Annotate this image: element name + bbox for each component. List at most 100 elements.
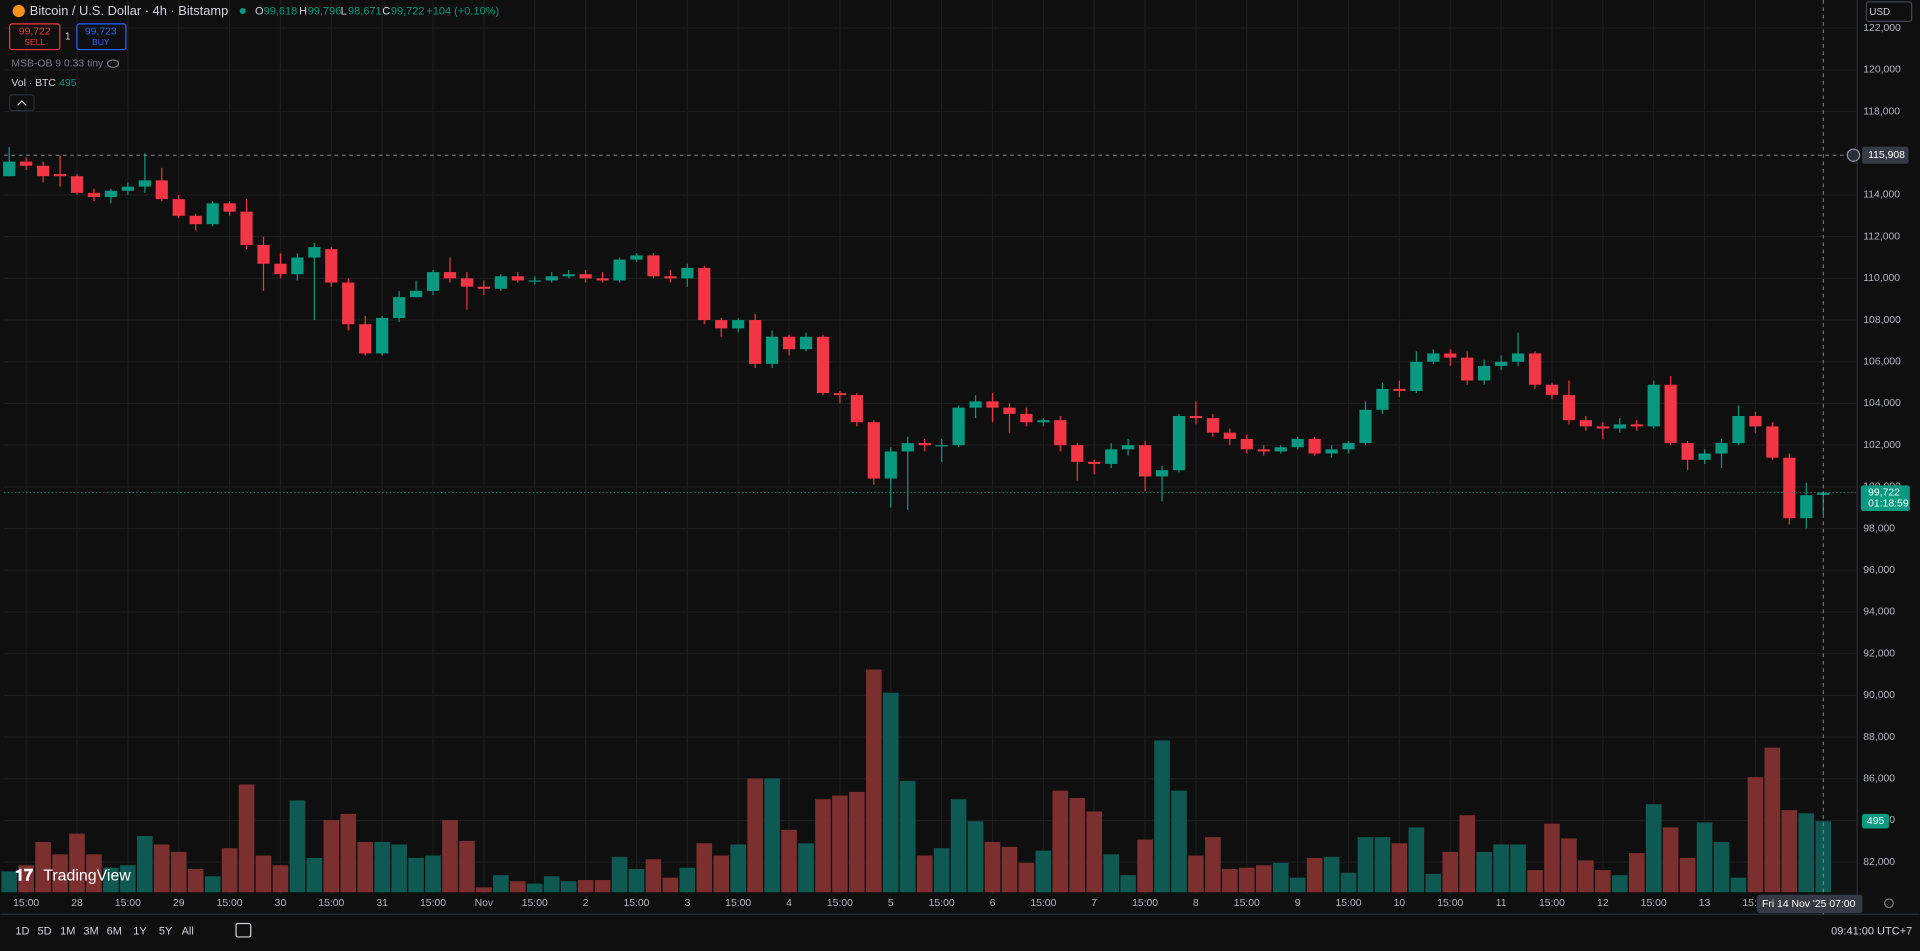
- candle-body: [1647, 384, 1660, 427]
- volume-bar: [1154, 740, 1170, 893]
- volume-bar: [628, 868, 645, 893]
- range-button[interactable]: 1M: [60, 925, 75, 937]
- volume-bar: [526, 883, 543, 893]
- x-tick-label: 15:00: [522, 898, 548, 909]
- clock: 09:41:00 UTC+7: [1831, 925, 1912, 937]
- candle-body: [1291, 438, 1304, 448]
- candle-body: [53, 174, 67, 177]
- volume-tag-label: 495: [1867, 816, 1885, 827]
- candle-body: [1155, 470, 1169, 477]
- sell-label: SELL: [24, 37, 45, 47]
- candle-body: [1325, 449, 1338, 454]
- candle-body: [1478, 365, 1491, 381]
- x-tick-label: 31: [376, 898, 388, 909]
- x-tick-label: 15:00: [1539, 898, 1565, 909]
- volume-bar: [1069, 797, 1086, 893]
- candle-body: [409, 290, 423, 298]
- settings-icon[interactable]: [1884, 898, 1894, 909]
- candle-body: [528, 280, 541, 282]
- ohlc-value: 99,722: [391, 6, 425, 18]
- range-button[interactable]: All: [182, 925, 194, 937]
- candle-body: [782, 336, 796, 350]
- volume-bar: [781, 829, 797, 893]
- volume-bar: [238, 784, 255, 893]
- volume-bar: [849, 791, 865, 893]
- candle-body: [1274, 447, 1287, 452]
- x-tick-label: 15:00: [115, 898, 141, 909]
- volume-bar: [204, 876, 221, 893]
- volume-bar: [408, 857, 424, 893]
- volume-bar: [1357, 837, 1374, 893]
- ohlc-key: O: [255, 6, 264, 18]
- volume-bar: [170, 851, 187, 893]
- date-range-icon[interactable]: [235, 922, 252, 938]
- countdown: 01:18:59: [1868, 498, 1909, 509]
- logo[interactable]: TradingView: [43, 868, 131, 885]
- candle-body: [664, 276, 677, 279]
- volume-bar: [1272, 862, 1289, 893]
- range-button[interactable]: 1Y: [133, 925, 147, 937]
- currency-button[interactable]: [1865, 1, 1913, 23]
- volume-bar: [1222, 868, 1238, 893]
- sell-button[interactable]: [8, 23, 61, 51]
- volume-bar: [1476, 851, 1492, 893]
- collapse-button[interactable]: [8, 94, 35, 112]
- volume-bar: [1103, 854, 1119, 893]
- eye-icon[interactable]: [106, 59, 120, 68]
- candle-body: [1461, 357, 1474, 381]
- x-tick-label: 30: [275, 898, 287, 909]
- candle-body: [359, 324, 372, 354]
- candle-body: [596, 278, 609, 281]
- range-button[interactable]: 5D: [37, 925, 51, 937]
- x-tick-label: 15:00: [725, 898, 751, 909]
- volume-bar: [187, 868, 204, 893]
- y-tick-label: 86,000: [1863, 774, 1895, 785]
- volume-bar: [1391, 843, 1408, 893]
- range-button[interactable]: 1D: [15, 925, 29, 937]
- candle-body: [1020, 413, 1033, 423]
- candle-body: [460, 278, 474, 287]
- volume-bar: [1595, 870, 1611, 893]
- volume-bar: [1035, 850, 1052, 893]
- candle-body: [1698, 453, 1711, 460]
- candle-body: [206, 203, 219, 225]
- indicator-label[interactable]: MSB-OB 9 0.33 tiny: [11, 58, 104, 69]
- volume-bar: [730, 844, 746, 893]
- volume-bar: [611, 856, 628, 893]
- range-button[interactable]: 5Y: [159, 925, 173, 937]
- x-tick-label: 29: [173, 898, 185, 909]
- y-tick-label: 104,000: [1863, 398, 1901, 409]
- ohlc-key: H: [299, 6, 307, 18]
- sell-price: 99,722: [19, 27, 51, 38]
- add-alert-button[interactable]: [1846, 148, 1861, 162]
- change: +104 (+0.10%): [426, 6, 499, 18]
- volume-bar: [933, 848, 950, 893]
- range-button[interactable]: 3M: [83, 925, 98, 937]
- symbol-title[interactable]: Bitcoin / U.S. Dollar · 4h · Bitstamp: [30, 3, 228, 18]
- y-tick-label: 92,000: [1863, 648, 1895, 659]
- candle-body: [1528, 353, 1542, 385]
- buy-button[interactable]: [76, 23, 127, 51]
- volume-bar: [1696, 822, 1713, 893]
- volume-bar: [374, 842, 390, 893]
- volume-bar: [1205, 837, 1221, 893]
- last-price-tag: [1860, 485, 1910, 512]
- volume-bar: [1527, 870, 1543, 893]
- range-button[interactable]: 6M: [107, 925, 122, 937]
- volume-bar: [543, 876, 560, 893]
- crosshair-price-tag: [1862, 146, 1909, 164]
- volume-bar: [120, 865, 136, 893]
- candle-body: [1003, 407, 1016, 414]
- volume-bar: [442, 820, 458, 893]
- volume-bar: [1645, 804, 1662, 893]
- toolbar: 1D 5D 1M 3M 6M 1Y 5Y All: [15, 925, 193, 937]
- candle-body: [630, 255, 643, 260]
- y-tick-label: 96,000: [1863, 565, 1895, 576]
- volume-bar: [137, 835, 153, 893]
- x-tick-label: 28: [71, 898, 83, 909]
- candle-body: [884, 451, 897, 479]
- volume-bar: [340, 813, 357, 893]
- volume-bar: [86, 854, 102, 893]
- volume-bar: [272, 865, 289, 893]
- volume-bar: [1561, 838, 1577, 893]
